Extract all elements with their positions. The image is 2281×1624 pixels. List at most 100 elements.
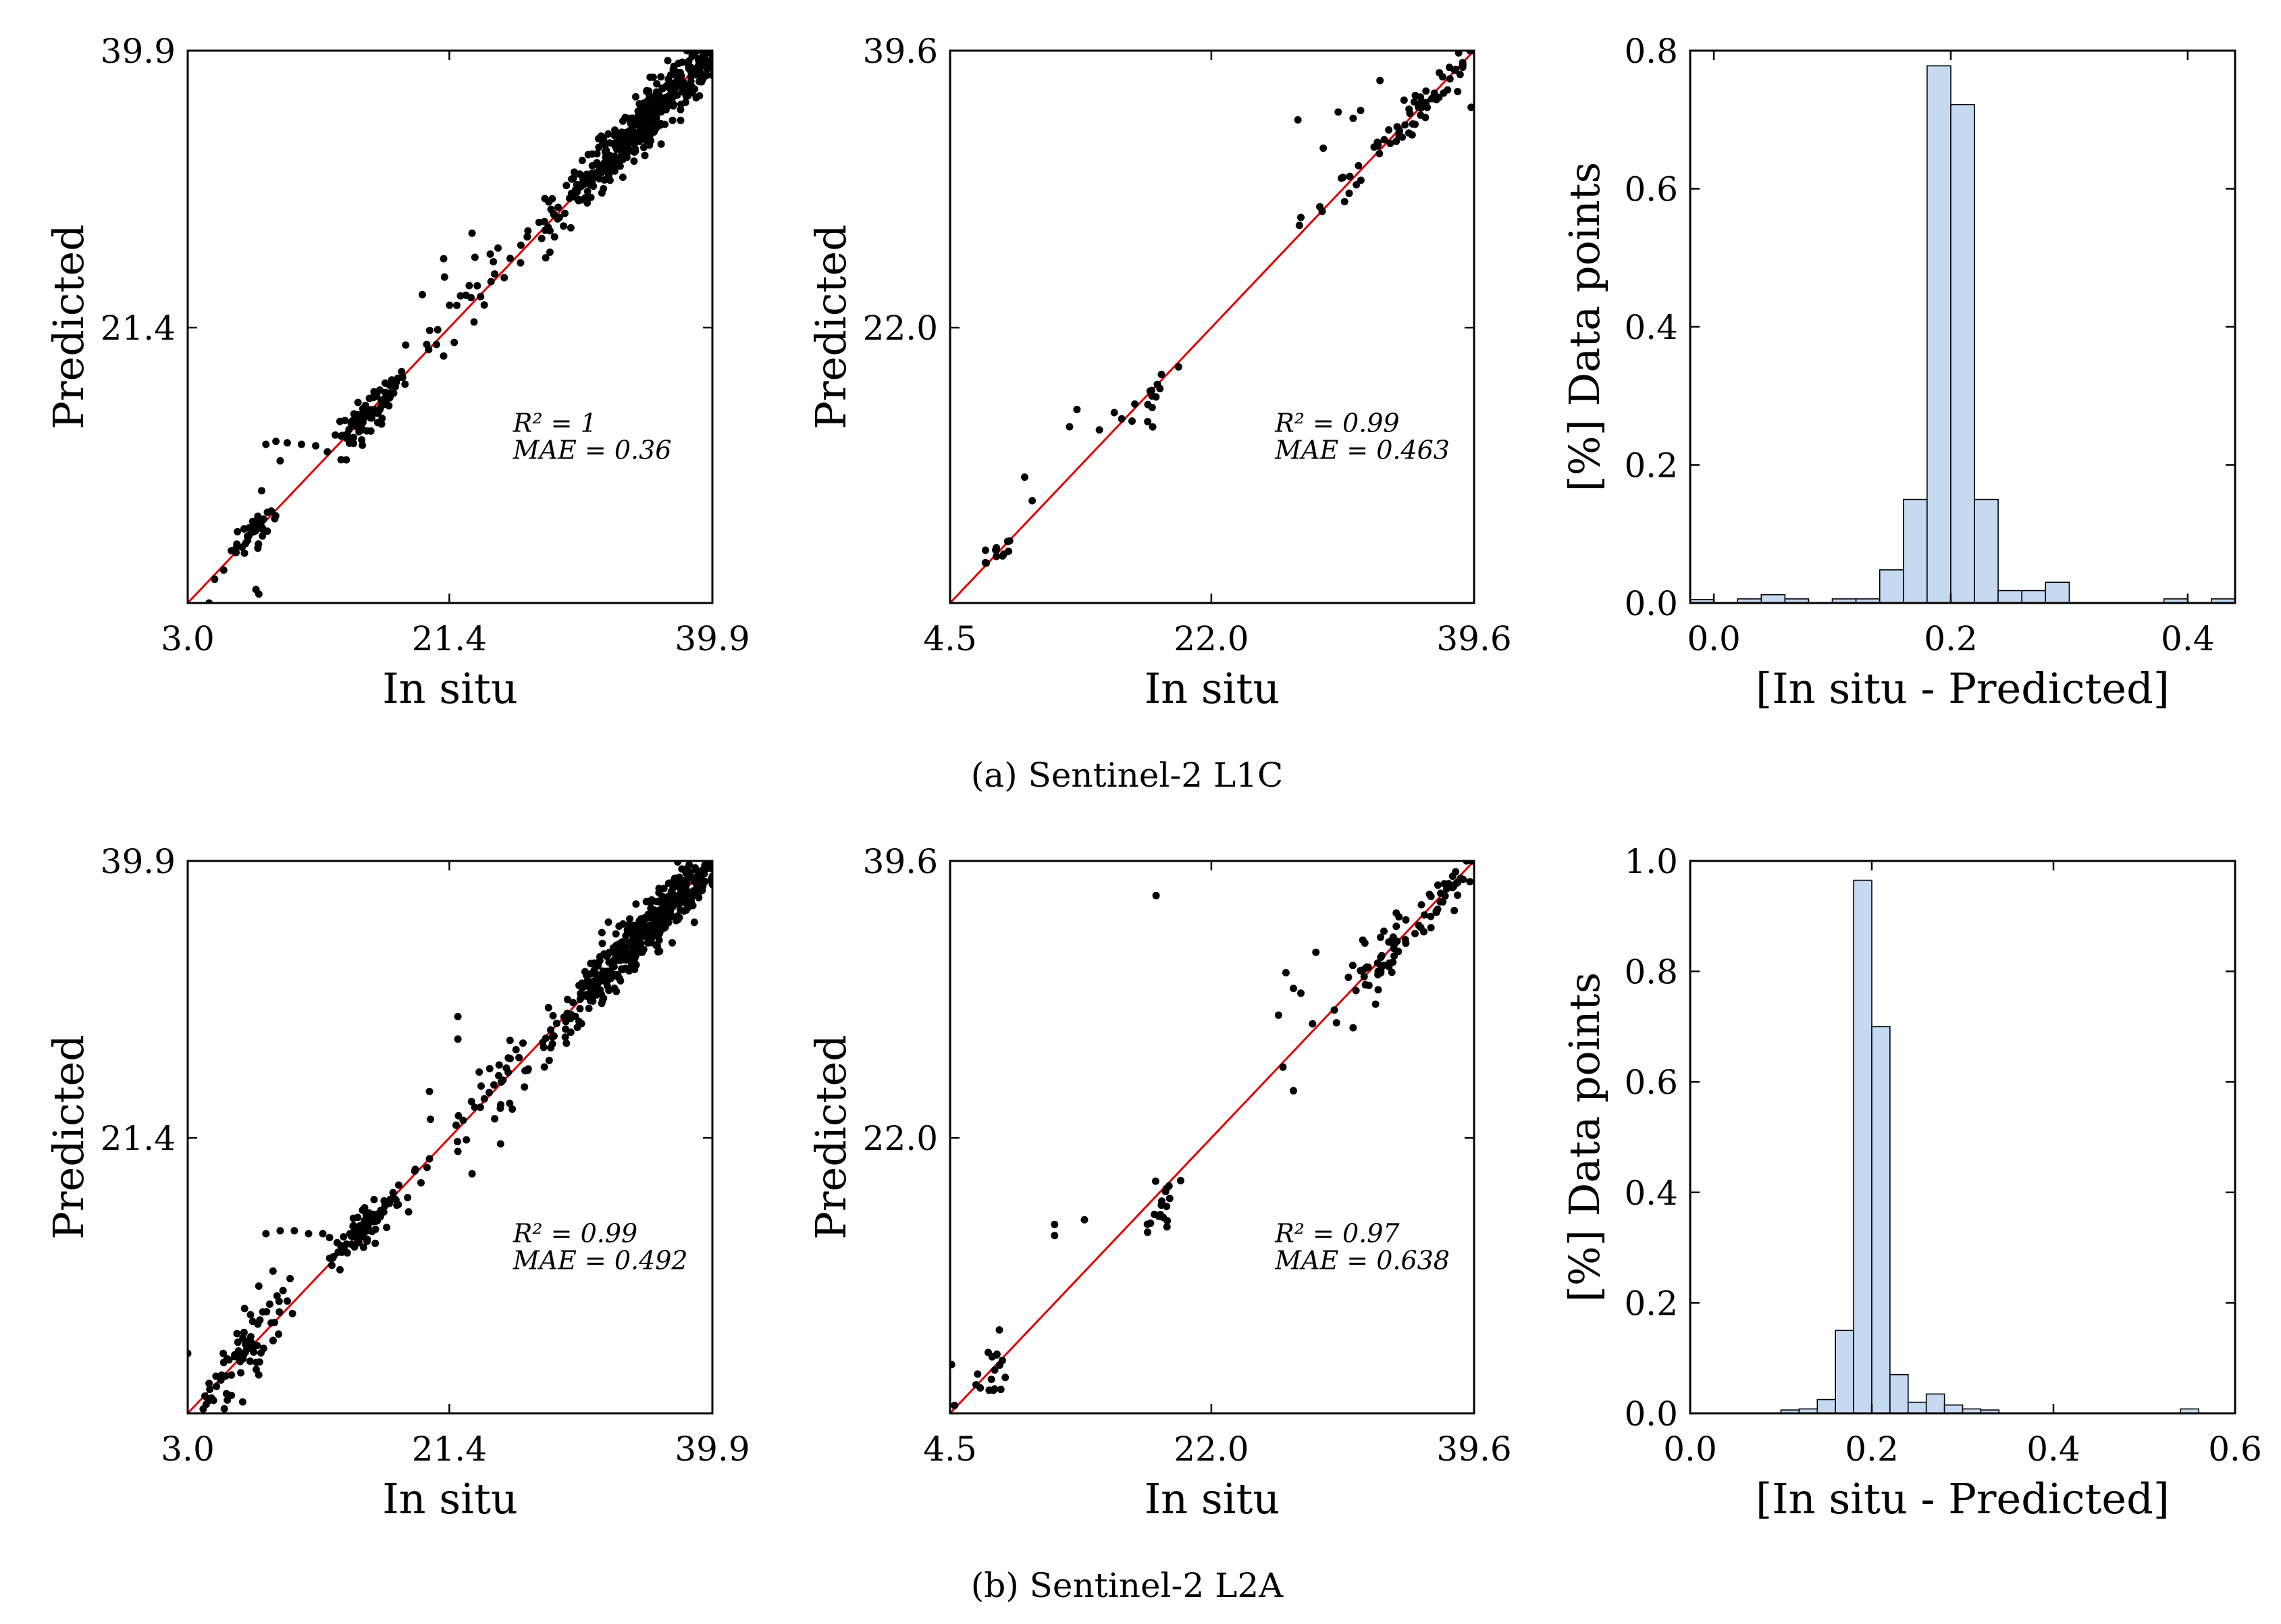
data-point bbox=[209, 1396, 217, 1405]
data-point bbox=[465, 282, 473, 290]
data-point bbox=[637, 117, 644, 125]
data-point bbox=[637, 105, 645, 113]
data-point bbox=[668, 939, 676, 947]
data-point bbox=[547, 1044, 555, 1052]
data-point bbox=[621, 945, 629, 953]
data-point bbox=[1394, 947, 1402, 955]
data-point bbox=[683, 875, 691, 883]
data-point bbox=[506, 1099, 514, 1107]
data-point bbox=[242, 1340, 250, 1348]
data-point bbox=[542, 1034, 550, 1043]
data-point bbox=[452, 1121, 460, 1129]
data-point bbox=[521, 1083, 529, 1091]
data-point bbox=[544, 1003, 552, 1012]
data-point bbox=[262, 440, 270, 448]
data-point bbox=[630, 157, 638, 165]
data-point bbox=[254, 544, 262, 552]
data-point bbox=[662, 106, 670, 113]
data-point bbox=[585, 1004, 593, 1012]
data-point bbox=[402, 341, 410, 349]
data-point bbox=[389, 1193, 397, 1201]
data-point bbox=[982, 559, 991, 567]
data-point bbox=[974, 1370, 982, 1378]
x-tick-label: 22.0 bbox=[1174, 1430, 1249, 1469]
y-tick-label: 39.9 bbox=[101, 32, 176, 71]
data-point bbox=[1417, 901, 1425, 909]
data-point bbox=[1152, 891, 1160, 899]
data-point bbox=[255, 1371, 263, 1379]
data-point bbox=[425, 326, 434, 334]
data-point bbox=[648, 926, 656, 934]
data-point bbox=[1051, 1232, 1059, 1240]
data-point bbox=[677, 116, 685, 124]
data-point bbox=[626, 915, 634, 923]
data-point bbox=[664, 92, 673, 100]
data-point bbox=[576, 1005, 584, 1013]
identity-line bbox=[950, 51, 1474, 603]
data-point bbox=[508, 1105, 517, 1113]
data-point bbox=[1309, 1020, 1317, 1028]
data-point bbox=[240, 525, 248, 533]
data-point bbox=[1459, 61, 1467, 69]
r2-annotation: R² = 0.99 bbox=[1274, 408, 1399, 438]
data-point bbox=[619, 955, 627, 964]
data-point bbox=[1388, 968, 1396, 976]
data-point bbox=[369, 1210, 377, 1218]
data-point bbox=[355, 425, 363, 434]
data-point bbox=[583, 199, 592, 207]
plot-area bbox=[188, 861, 712, 1413]
data-point bbox=[332, 431, 340, 439]
data-point bbox=[566, 1011, 574, 1019]
data-point bbox=[206, 1386, 214, 1393]
data-point bbox=[523, 233, 531, 241]
data-point bbox=[1373, 959, 1382, 967]
data-point bbox=[552, 1020, 560, 1027]
data-point bbox=[496, 1140, 504, 1148]
data-point bbox=[656, 921, 664, 929]
data-point bbox=[698, 57, 706, 66]
data-point bbox=[1423, 103, 1432, 111]
data-point bbox=[211, 575, 219, 583]
data-point bbox=[578, 984, 586, 992]
data-point bbox=[631, 148, 639, 156]
data-point bbox=[1357, 176, 1365, 184]
data-point bbox=[468, 1170, 476, 1178]
data-point bbox=[546, 248, 554, 256]
data-points bbox=[188, 861, 712, 1413]
data-point bbox=[996, 1361, 1003, 1369]
data-point bbox=[1377, 933, 1384, 941]
data-point bbox=[350, 416, 359, 424]
data-point bbox=[652, 119, 660, 127]
data-point bbox=[279, 1286, 287, 1294]
data-point bbox=[654, 942, 662, 950]
data-point bbox=[371, 1239, 379, 1247]
data-point bbox=[256, 522, 263, 530]
data-point bbox=[263, 527, 271, 535]
data-point bbox=[471, 1103, 479, 1111]
data-point bbox=[1051, 1220, 1059, 1228]
data-point bbox=[340, 1233, 348, 1241]
data-point bbox=[1392, 922, 1400, 931]
data-point bbox=[1149, 423, 1157, 431]
data-point bbox=[234, 527, 242, 535]
data-point bbox=[1432, 908, 1440, 916]
histogram-bar bbox=[1950, 104, 1975, 603]
data-point bbox=[269, 1267, 277, 1275]
histogram-bar bbox=[1997, 590, 2023, 603]
data-point bbox=[1374, 139, 1382, 147]
data-point bbox=[644, 109, 652, 117]
data-point bbox=[1450, 66, 1459, 74]
y-tick-label: 0.0 bbox=[1624, 584, 1678, 623]
x-tick-label: 39.6 bbox=[1436, 1430, 1511, 1469]
data-point bbox=[697, 72, 705, 80]
data-point bbox=[603, 952, 610, 960]
data-point bbox=[1346, 172, 1354, 180]
data-point bbox=[598, 939, 606, 947]
plot-area bbox=[950, 861, 1474, 1413]
data-point bbox=[573, 1024, 581, 1031]
data-point bbox=[692, 866, 700, 874]
data-point bbox=[682, 92, 690, 100]
data-point bbox=[382, 388, 390, 396]
data-point bbox=[606, 176, 614, 184]
